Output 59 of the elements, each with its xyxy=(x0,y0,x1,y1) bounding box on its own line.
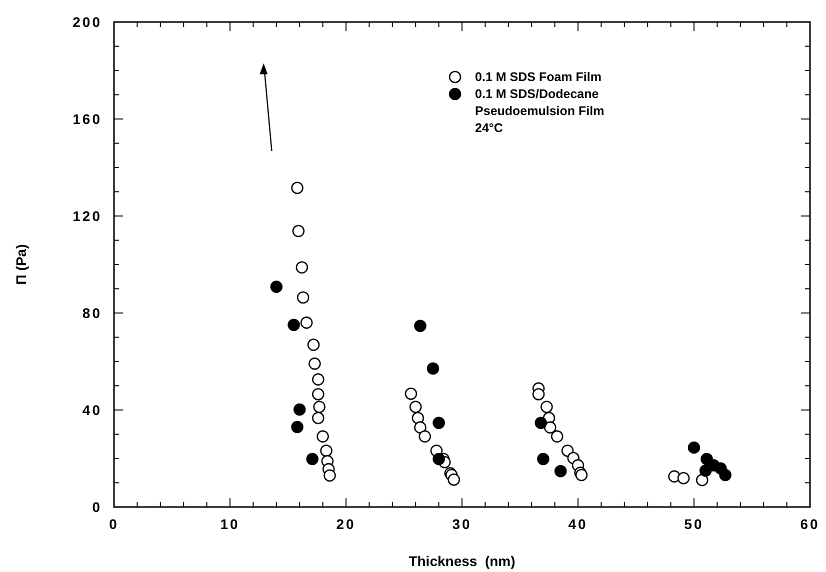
point xyxy=(537,452,550,466)
point xyxy=(293,403,306,416)
point xyxy=(307,338,320,351)
point xyxy=(312,412,324,424)
x-tick-label: 0 xyxy=(109,516,119,532)
x-tick-label: 40 xyxy=(568,516,588,532)
point xyxy=(288,318,300,332)
y-tick-label: 200 xyxy=(72,14,102,30)
point xyxy=(575,468,588,482)
legend-label: 0.1 M SDS Foam Film xyxy=(475,70,602,84)
annotation: 24°C xyxy=(475,121,503,135)
x-tick-label: 50 xyxy=(684,516,704,532)
point xyxy=(308,358,321,370)
point xyxy=(296,261,308,274)
x-tick-label: 10 xyxy=(220,516,240,532)
point xyxy=(270,280,283,293)
point xyxy=(320,444,332,457)
point xyxy=(316,430,329,443)
y-tick-label: 120 xyxy=(72,208,102,224)
point xyxy=(418,430,432,443)
y-tick-label: 40 xyxy=(82,402,102,418)
point xyxy=(296,291,310,304)
point xyxy=(534,416,548,430)
point xyxy=(414,320,426,332)
point xyxy=(719,468,732,482)
point xyxy=(409,400,422,413)
y-tick-label: 80 xyxy=(82,305,102,321)
point xyxy=(677,472,690,484)
point xyxy=(312,388,324,400)
point xyxy=(448,473,460,486)
y-axis-title: Π (Pa) xyxy=(13,244,29,285)
point xyxy=(426,362,440,375)
point xyxy=(292,224,305,238)
point xyxy=(291,182,304,194)
point xyxy=(688,441,700,454)
x-axis-title: Thickness (nm) xyxy=(408,553,516,569)
point xyxy=(300,316,313,329)
point xyxy=(544,421,556,434)
x-tick-label: 20 xyxy=(336,516,356,532)
x-tick-label: 30 xyxy=(452,516,472,532)
point xyxy=(404,388,418,400)
point xyxy=(432,452,445,466)
y-tick-label: 0 xyxy=(92,499,102,515)
point xyxy=(312,373,324,386)
point xyxy=(540,400,553,413)
point xyxy=(324,469,336,482)
point xyxy=(291,420,304,434)
point xyxy=(532,388,545,400)
point xyxy=(412,412,424,424)
point xyxy=(550,430,564,443)
point xyxy=(306,452,319,466)
point xyxy=(696,474,708,486)
point xyxy=(414,421,426,434)
y-tick-label: 160 xyxy=(72,111,102,127)
point xyxy=(554,464,567,478)
point xyxy=(313,400,326,413)
legend-label: 0.1 M SDS/Dodecane Pseudoemulsion Film xyxy=(475,87,604,118)
point xyxy=(432,416,445,430)
x-tick-label: 60 xyxy=(800,516,820,532)
